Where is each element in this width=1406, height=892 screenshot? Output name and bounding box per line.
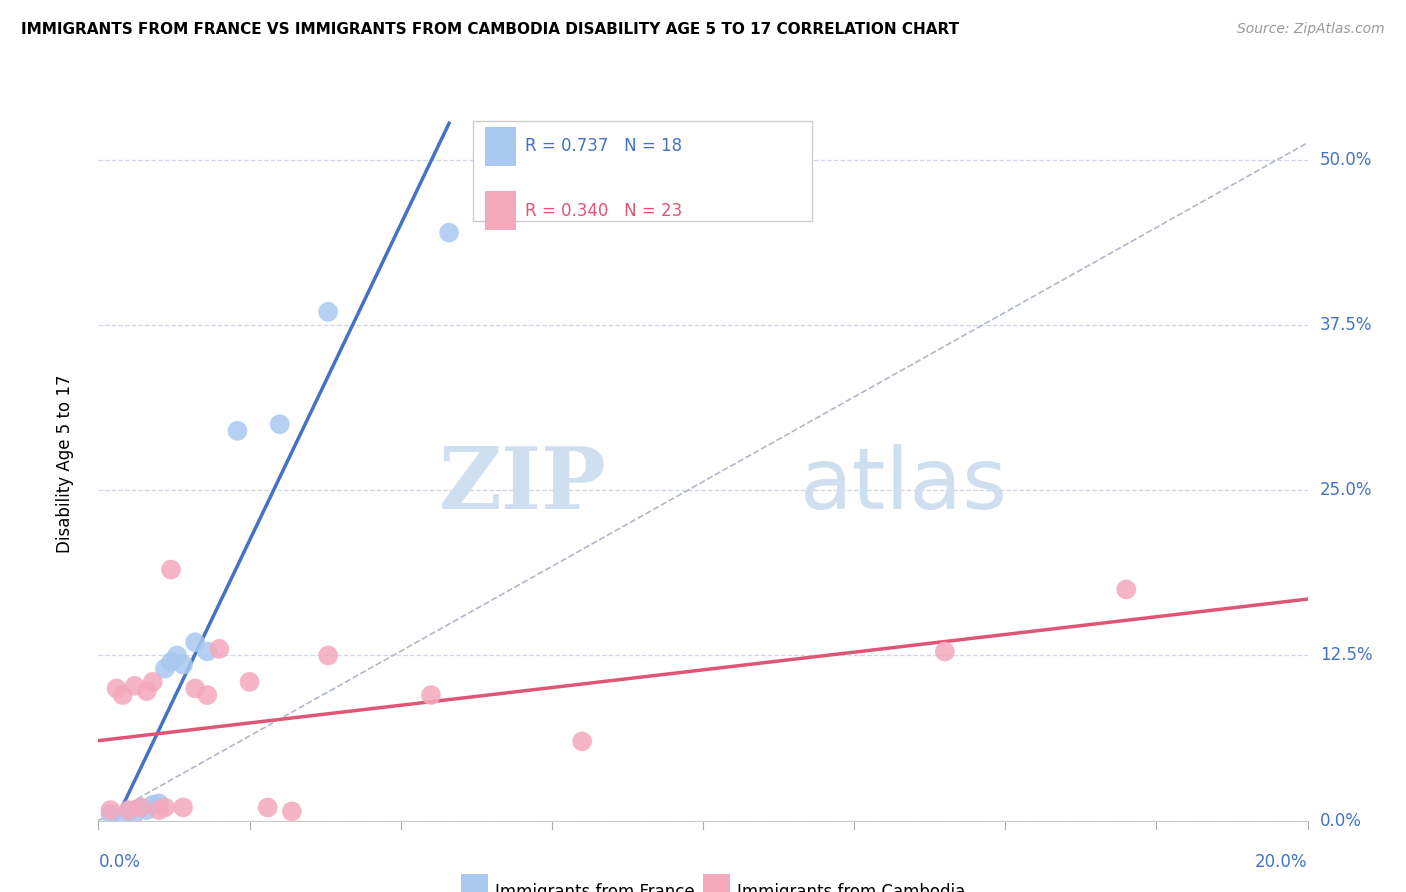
Point xyxy=(160,563,183,577)
Point xyxy=(195,688,218,702)
Point xyxy=(100,807,122,822)
Point xyxy=(269,417,291,432)
Point xyxy=(124,679,146,693)
Point xyxy=(148,797,170,811)
Point xyxy=(153,800,176,814)
Point xyxy=(571,734,593,748)
Point xyxy=(172,800,194,814)
Text: 0.0%: 0.0% xyxy=(98,853,141,871)
FancyBboxPatch shape xyxy=(461,874,488,892)
Point xyxy=(934,644,956,658)
Point xyxy=(256,800,278,814)
Point xyxy=(100,803,122,817)
FancyBboxPatch shape xyxy=(703,874,730,892)
Point xyxy=(172,657,194,672)
Point xyxy=(111,810,134,824)
Text: Immigrants from France: Immigrants from France xyxy=(495,883,695,892)
Point xyxy=(148,803,170,817)
Point xyxy=(105,681,128,696)
Point xyxy=(316,648,339,663)
Point xyxy=(142,674,165,689)
Text: Source: ZipAtlas.com: Source: ZipAtlas.com xyxy=(1237,22,1385,37)
Text: Disability Age 5 to 17: Disability Age 5 to 17 xyxy=(56,375,73,553)
Point xyxy=(166,648,188,663)
Point xyxy=(135,803,157,817)
Point xyxy=(160,655,183,669)
Point xyxy=(281,805,304,819)
Point xyxy=(118,803,141,817)
Text: 25.0%: 25.0% xyxy=(1320,482,1372,500)
Text: 20.0%: 20.0% xyxy=(1256,853,1308,871)
Point xyxy=(226,424,249,438)
Point xyxy=(135,684,157,698)
Point xyxy=(184,635,207,649)
Text: IMMIGRANTS FROM FRANCE VS IMMIGRANTS FROM CAMBODIA DISABILITY AGE 5 TO 17 CORREL: IMMIGRANTS FROM FRANCE VS IMMIGRANTS FRO… xyxy=(21,22,959,37)
Point xyxy=(118,805,141,819)
Point xyxy=(111,688,134,702)
Text: 0.0%: 0.0% xyxy=(1320,812,1361,830)
Text: 12.5%: 12.5% xyxy=(1320,647,1372,665)
Point xyxy=(208,641,231,656)
Point xyxy=(1115,582,1137,597)
Text: R = 0.737   N = 18: R = 0.737 N = 18 xyxy=(526,137,682,155)
Point xyxy=(142,797,165,812)
FancyBboxPatch shape xyxy=(485,191,516,230)
Point xyxy=(153,662,176,676)
Point xyxy=(129,800,152,814)
FancyBboxPatch shape xyxy=(474,121,811,221)
Point xyxy=(124,807,146,822)
Text: 37.5%: 37.5% xyxy=(1320,316,1372,334)
Point xyxy=(184,681,207,696)
Point xyxy=(437,226,460,240)
Point xyxy=(239,674,262,689)
Text: Immigrants from Cambodia: Immigrants from Cambodia xyxy=(737,883,965,892)
Text: atlas: atlas xyxy=(800,443,1008,527)
Text: 50.0%: 50.0% xyxy=(1320,151,1372,169)
FancyBboxPatch shape xyxy=(485,127,516,166)
Text: ZIP: ZIP xyxy=(439,443,606,527)
Point xyxy=(419,688,441,702)
Text: R = 0.340   N = 23: R = 0.340 N = 23 xyxy=(526,202,682,219)
Point xyxy=(129,800,152,814)
Point xyxy=(316,305,339,319)
Point xyxy=(195,644,218,658)
